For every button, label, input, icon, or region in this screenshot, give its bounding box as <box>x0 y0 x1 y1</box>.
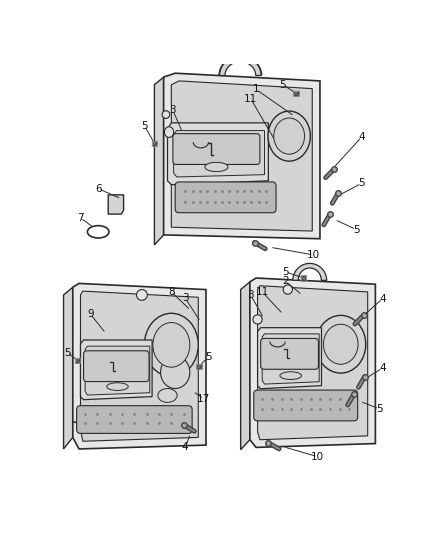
Text: 7: 7 <box>77 213 84 223</box>
Polygon shape <box>164 73 320 239</box>
Ellipse shape <box>253 315 262 324</box>
Text: 11: 11 <box>256 287 269 297</box>
Text: 1: 1 <box>253 84 259 94</box>
Polygon shape <box>85 346 150 395</box>
Polygon shape <box>293 91 299 96</box>
Polygon shape <box>240 282 250 450</box>
Ellipse shape <box>280 372 301 379</box>
Polygon shape <box>73 284 206 449</box>
Ellipse shape <box>268 111 311 161</box>
Text: 3: 3 <box>170 105 176 115</box>
Polygon shape <box>171 81 312 231</box>
Text: 4: 4 <box>379 294 385 304</box>
Text: 10: 10 <box>307 250 320 260</box>
Text: 5: 5 <box>64 348 71 358</box>
Polygon shape <box>64 287 73 449</box>
FancyBboxPatch shape <box>84 351 149 382</box>
Text: 3: 3 <box>182 293 188 303</box>
Ellipse shape <box>153 322 190 367</box>
Polygon shape <box>108 195 124 214</box>
FancyBboxPatch shape <box>254 390 358 421</box>
Polygon shape <box>81 291 198 441</box>
Polygon shape <box>301 276 307 281</box>
Text: 5: 5 <box>358 179 365 188</box>
Ellipse shape <box>205 163 228 172</box>
Ellipse shape <box>164 127 173 138</box>
Polygon shape <box>258 328 321 389</box>
Polygon shape <box>173 131 265 177</box>
Text: 5: 5 <box>141 120 148 131</box>
FancyBboxPatch shape <box>173 134 260 165</box>
Text: 8: 8 <box>168 287 175 297</box>
Text: 3: 3 <box>247 290 254 300</box>
Text: 5: 5 <box>280 80 286 90</box>
Ellipse shape <box>283 285 293 294</box>
Text: 9: 9 <box>87 309 94 319</box>
Text: 10: 10 <box>311 451 324 462</box>
Polygon shape <box>196 364 202 369</box>
Polygon shape <box>262 334 319 384</box>
FancyBboxPatch shape <box>261 338 318 369</box>
Text: 4: 4 <box>182 442 188 453</box>
FancyBboxPatch shape <box>77 406 192 433</box>
Text: 11: 11 <box>244 94 257 103</box>
Text: 6: 6 <box>95 184 102 193</box>
Text: 5: 5 <box>376 404 382 414</box>
Text: 5: 5 <box>282 267 289 277</box>
Ellipse shape <box>161 356 190 389</box>
Text: 5: 5 <box>353 224 360 235</box>
Text: 2: 2 <box>282 276 289 286</box>
Ellipse shape <box>158 389 177 402</box>
FancyBboxPatch shape <box>175 182 276 213</box>
Ellipse shape <box>137 289 147 301</box>
Polygon shape <box>81 340 152 400</box>
Ellipse shape <box>162 111 170 118</box>
Polygon shape <box>219 56 261 76</box>
Ellipse shape <box>316 316 366 373</box>
Polygon shape <box>293 263 327 280</box>
Polygon shape <box>250 278 375 447</box>
Polygon shape <box>258 286 367 440</box>
Text: 4: 4 <box>379 363 385 373</box>
Polygon shape <box>152 141 157 146</box>
Text: 5: 5 <box>205 352 212 361</box>
Ellipse shape <box>107 383 128 391</box>
Text: 17: 17 <box>197 394 210 404</box>
Ellipse shape <box>145 313 198 376</box>
Polygon shape <box>155 77 164 245</box>
Text: 4: 4 <box>358 132 365 142</box>
Ellipse shape <box>323 324 358 364</box>
Polygon shape <box>75 358 80 363</box>
Polygon shape <box>167 123 268 184</box>
Ellipse shape <box>274 118 304 154</box>
